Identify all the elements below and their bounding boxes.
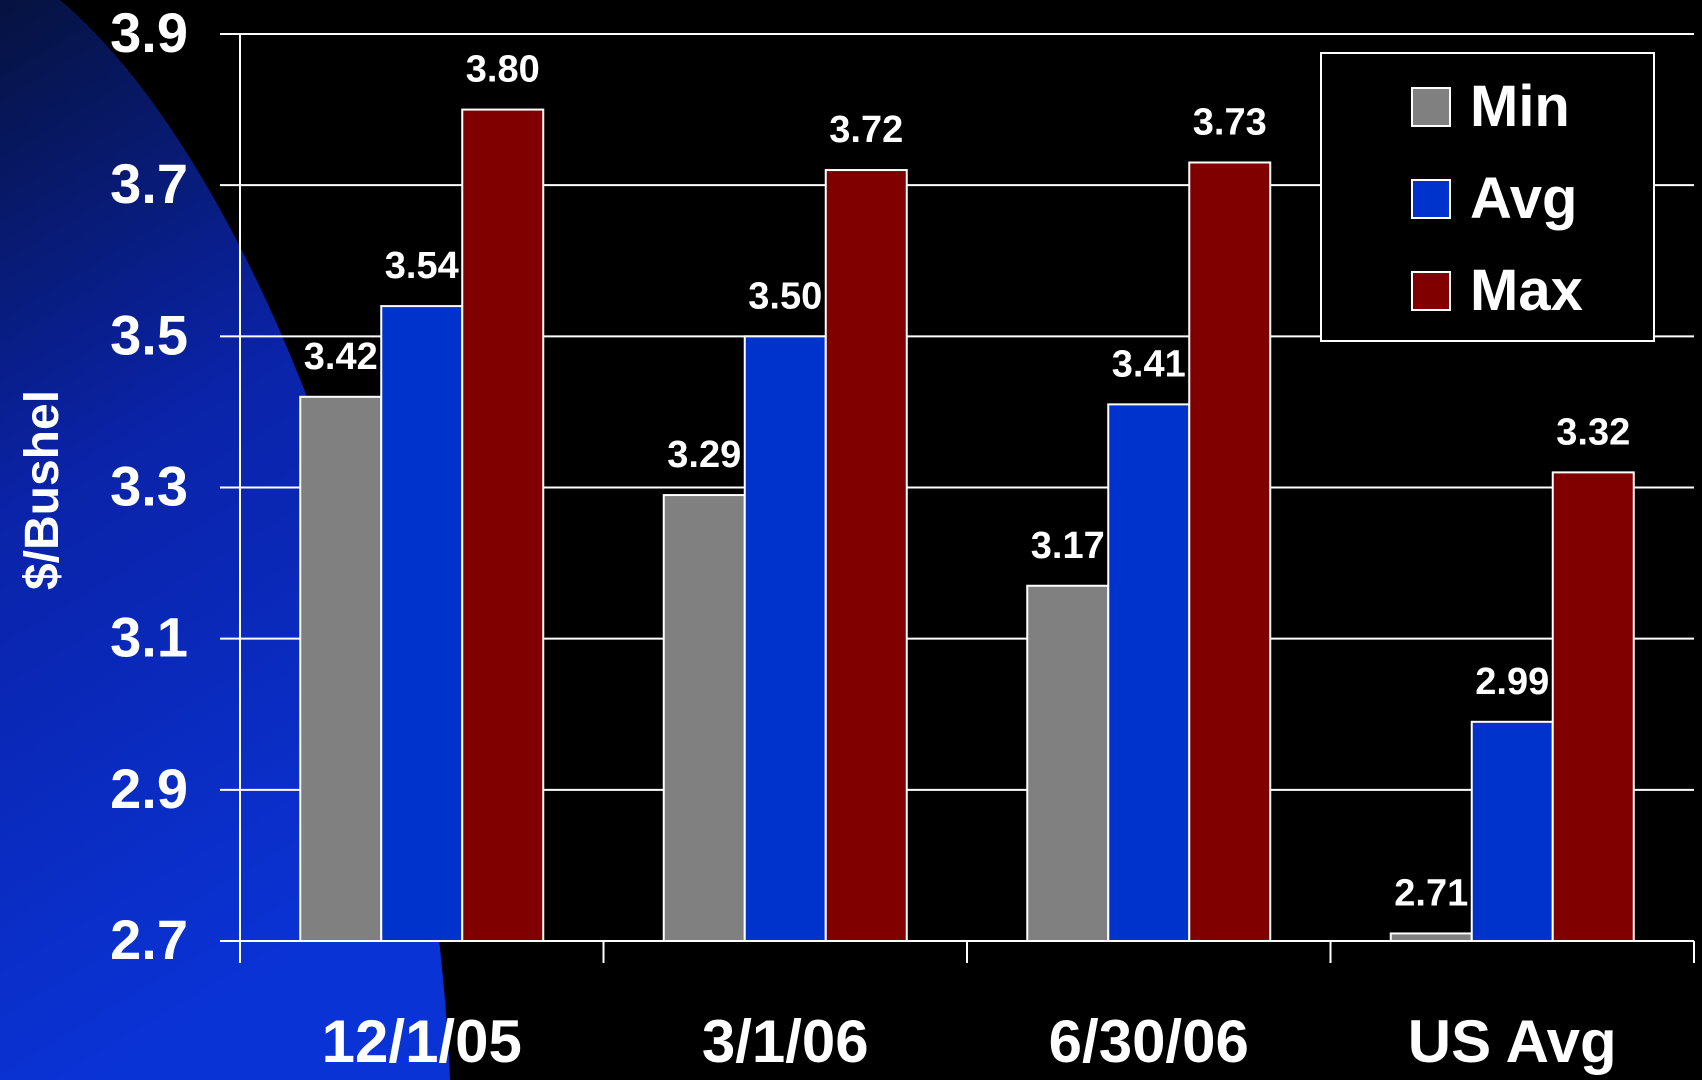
bar-max [1551,471,1635,942]
legend-box [1320,52,1655,342]
data-label: 3.73 [1193,101,1267,143]
data-label: 3.72 [829,109,903,151]
bar-max [461,108,545,943]
bar-avg [1107,403,1191,942]
data-label: 3.32 [1556,411,1630,453]
bar-min [662,494,746,942]
bar-avg [380,305,464,943]
data-label: 3.29 [667,434,741,476]
y-tick-label: 3.1 [110,606,188,669]
x-tick-label: 12/1/05 [322,1008,522,1075]
y-axis-title: $/Bushel [16,390,69,590]
data-label: 3.17 [1031,525,1105,567]
legend-label-avg: Avg [1470,166,1577,231]
data-label: 3.80 [466,49,540,91]
bars [299,108,1635,943]
x-tick-label: 3/1/06 [702,1008,869,1075]
legend-label-max: Max [1470,258,1583,323]
legend: Min Avg Max [1320,52,1655,342]
bar-min [1026,584,1110,943]
legend-swatch-min [1411,87,1451,127]
data-label: 3.54 [385,245,459,287]
bar-max [1188,161,1272,943]
y-tick-label: 2.9 [110,757,188,820]
y-tick-label: 3.5 [110,303,188,366]
bar-max [824,169,908,943]
data-labels: 3.42 3.54 3.80 3.29 3.50 3.72 3.17 3.41 3.73 2.71… [304,49,1630,915]
data-label: 3.42 [304,336,378,378]
legend-swatch-avg [1411,179,1451,219]
bar-min [1389,932,1473,942]
legend-swatch-max [1411,271,1451,311]
bar-avg [743,335,827,943]
data-label: 2.99 [1475,661,1549,703]
y-tick-label: 3.9 [110,1,188,64]
y-tick-label: 3.7 [110,152,188,215]
bar-avg [1470,720,1554,943]
y-tick-label: 3.3 [110,455,188,518]
data-label: 2.71 [1394,872,1468,914]
data-label: 3.50 [748,275,822,317]
x-tick-label: US Avg [1408,1008,1617,1075]
axes: 2.7 2.9 3.1 3.3 3.5 3.7 3.9 12/1/05 3/1/06 6/30/0… [110,1,1695,1075]
x-tick-label: 6/30/06 [1049,1008,1249,1075]
y-tick-label: 2.7 [110,908,188,971]
bar-min [299,395,383,942]
data-label: 3.41 [1112,343,1186,385]
legend-label-min: Min [1470,74,1570,139]
